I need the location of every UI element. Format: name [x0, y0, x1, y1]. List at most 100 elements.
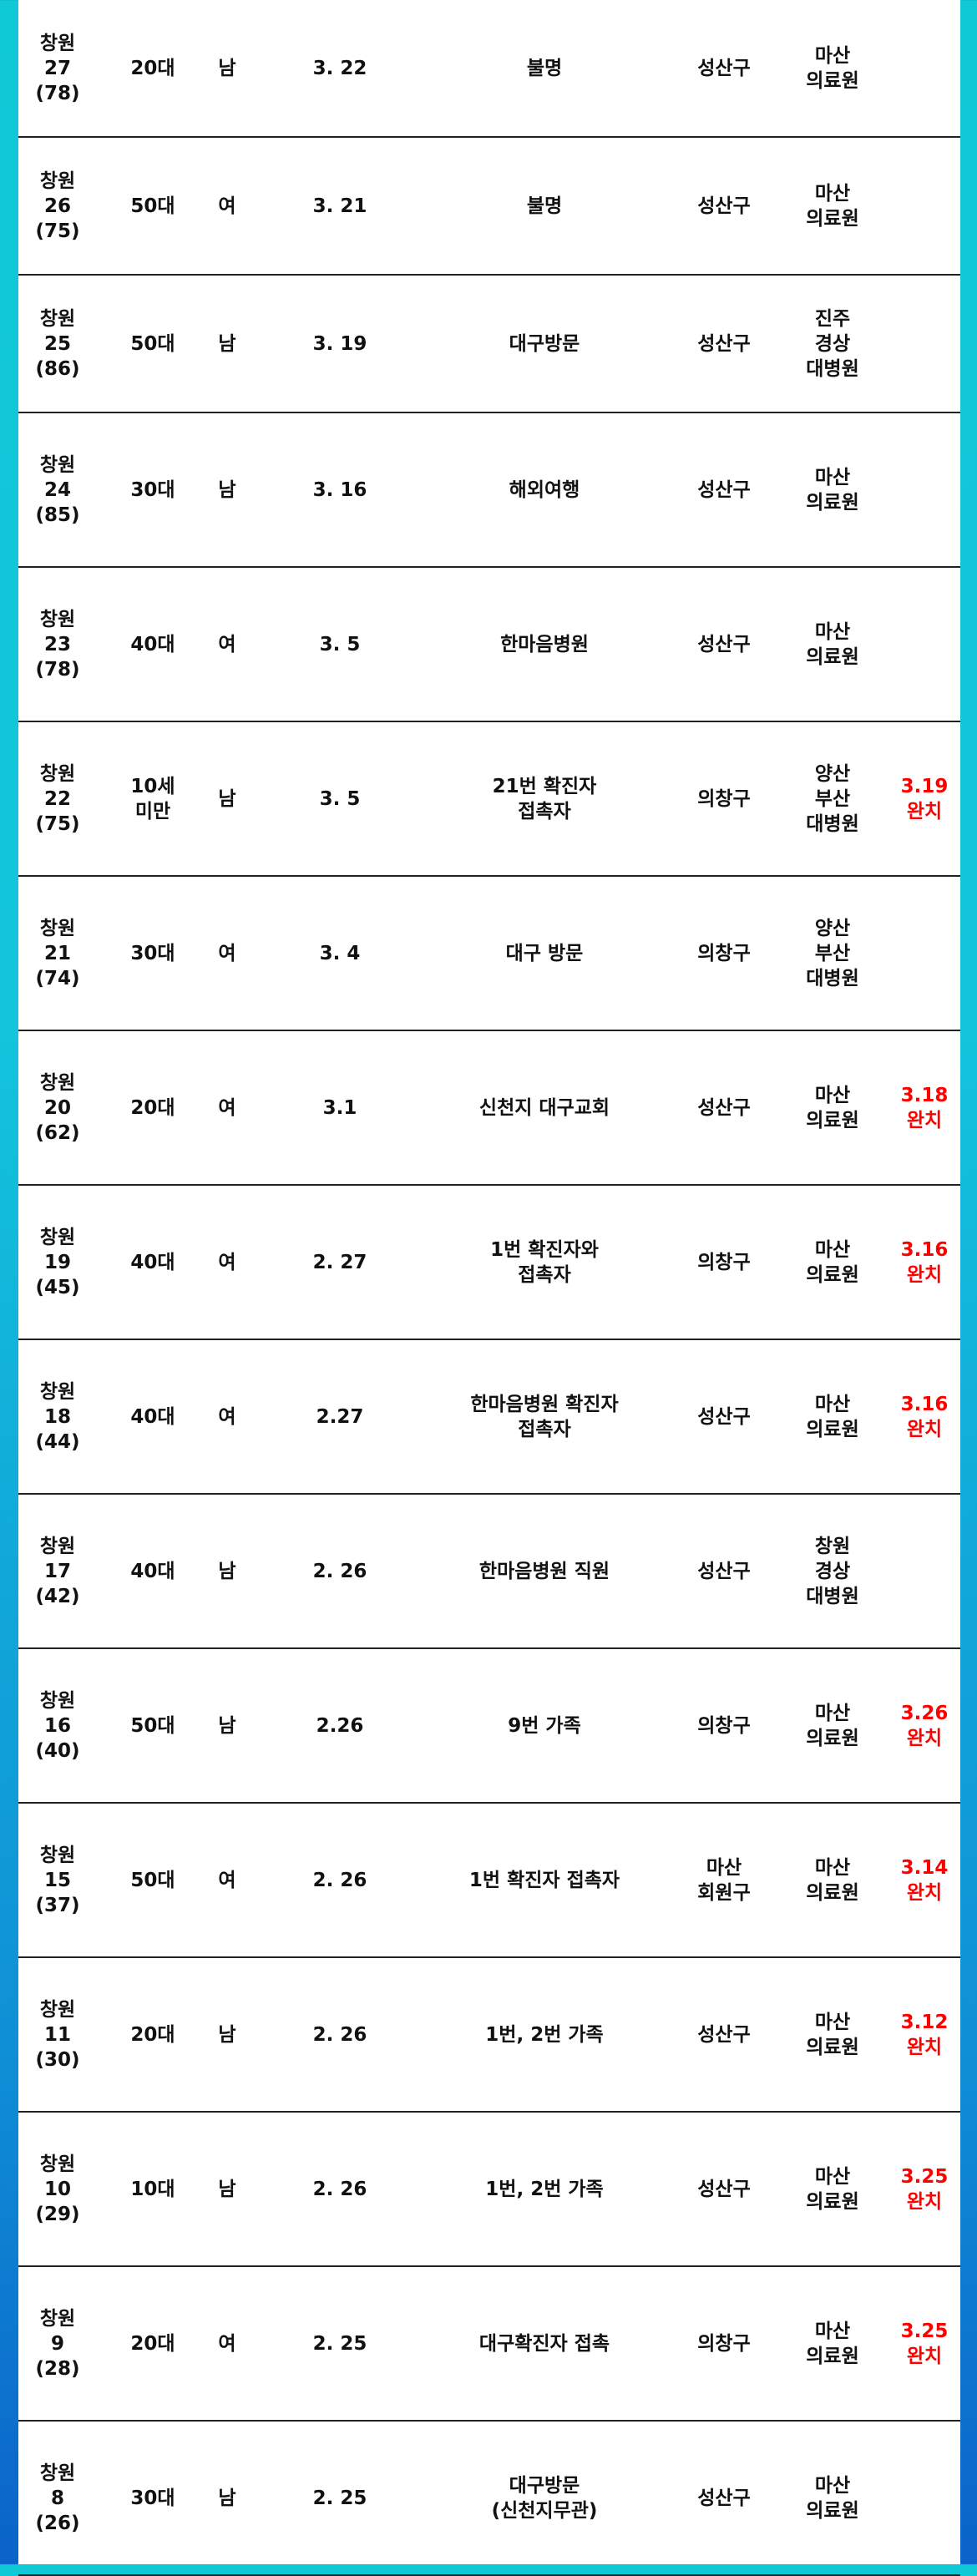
- age-group-cell: 30대: [130, 2487, 175, 2509]
- district-cell: 성산구: [697, 2023, 751, 2046]
- sex-cell: 남: [218, 2487, 236, 2509]
- table-row: 창원 21 (74) 30대 여 3. 4 대구 방문 의창구 양산 부산 대병원: [18, 877, 960, 1031]
- table-row: 창원 22 (75) 10세 미만 남 3. 5 21번 확진자 접촉자 의창구 양산 부산…: [18, 722, 960, 877]
- case-id-cell: 창원 15 (37): [35, 1844, 80, 1916]
- discharge-status-cell: 3.25 완치: [900, 2165, 949, 2213]
- hospital-cell: 마산 의료원: [806, 466, 859, 514]
- table-row: 창원 15 (37) 50대 여 2. 26 1번 확진자 접촉자 마산 회원구 마산 의료…: [18, 1804, 960, 1958]
- age-group-cell: 50대: [130, 1869, 175, 1891]
- hospital-cell: 마산 의료원: [806, 2011, 859, 2058]
- sex-cell: 여: [218, 1096, 236, 1119]
- sex-cell: 남: [218, 332, 236, 355]
- case-table: 창원 27 (78) 20대 남 3. 22 불명 성산구 마산 의료원 창원 26 (75)…: [18, 0, 962, 2576]
- table-row: 창원 11 (30) 20대 남 2. 26 1번, 2번 가족 성산구 마산 의료원 3.1…: [18, 1958, 960, 2113]
- age-group-cell: 40대: [130, 1251, 175, 1273]
- age-group-cell: 30대: [130, 942, 175, 964]
- infection-source-cell: 신천지 대구교회: [478, 1096, 610, 1119]
- discharge-status-cell: 3.16 완치: [900, 1393, 949, 1440]
- hospital-cell: 마산 의료원: [806, 2320, 859, 2367]
- hospital-cell: 마산 의료원: [806, 1856, 859, 1904]
- confirm-date-cell: 2.27: [316, 1405, 364, 1428]
- infection-source-cell: 불명: [526, 195, 563, 217]
- sex-cell: 남: [218, 1560, 236, 1582]
- case-id-cell: 창원 17 (42): [35, 1535, 80, 1607]
- age-group-cell: 50대: [130, 195, 175, 217]
- infection-source-cell: 불명: [526, 57, 563, 79]
- sex-cell: 남: [218, 2023, 236, 2046]
- sex-cell: 남: [218, 57, 236, 79]
- confirm-date-cell: 3. 4: [319, 942, 361, 964]
- age-group-cell: 20대: [130, 2332, 175, 2355]
- infection-source-cell: 1번, 2번 가족: [485, 2178, 604, 2200]
- infection-source-cell: 한마음병원 직원: [478, 1560, 610, 1582]
- case-id-cell: 창원 22 (75): [35, 762, 80, 835]
- hospital-cell: 마산 의료원: [806, 1393, 859, 1440]
- confirm-date-cell: 3. 16: [312, 478, 367, 501]
- sex-cell: 여: [218, 2332, 236, 2355]
- case-id-cell: 창원 16 (40): [35, 1689, 80, 1762]
- infection-source-cell: 1번, 2번 가족: [485, 2023, 604, 2046]
- sex-cell: 여: [218, 1251, 236, 1273]
- sex-cell: 여: [218, 1869, 236, 1891]
- infection-source-cell: 대구 방문: [505, 942, 584, 964]
- confirm-date-cell: 2. 25: [312, 2332, 367, 2355]
- district-cell: 성산구: [697, 1560, 751, 1582]
- table-row: 창원 8 (26) 30대 남 2. 25 대구방문 (신천지무관) 성산구 마산 의료원: [18, 2422, 960, 2576]
- confirm-date-cell: 2. 26: [312, 1869, 367, 1891]
- discharge-status-cell: [887, 0, 962, 136]
- discharge-status-cell: [887, 1495, 962, 1647]
- district-cell: 성산구: [697, 478, 751, 501]
- hospital-cell: 마산 의료원: [806, 1238, 859, 1286]
- age-group-cell: 20대: [130, 2023, 175, 2046]
- hospital-cell: 마산 의료원: [806, 1084, 859, 1131]
- case-id-cell: 창원 10 (29): [35, 2153, 80, 2225]
- confirm-date-cell: 2. 27: [312, 1251, 367, 1273]
- district-cell: 의창구: [697, 1714, 751, 1737]
- table-row: 창원 10 (29) 10대 남 2. 26 1번, 2번 가족 성산구 마산 의료원 3.2…: [18, 2113, 960, 2267]
- district-cell: 의창구: [697, 787, 751, 810]
- infection-source-cell: 21번 확진자 접촉자: [492, 775, 597, 822]
- confirm-date-cell: 2. 26: [312, 1560, 367, 1582]
- sex-cell: 남: [218, 787, 236, 810]
- confirm-date-cell: 3. 19: [312, 332, 367, 355]
- confirm-date-cell: 2. 26: [312, 2178, 367, 2200]
- hospital-cell: 마산 의료원: [806, 1702, 859, 1749]
- age-group-cell: 50대: [130, 332, 175, 355]
- discharge-status-cell: [887, 276, 962, 412]
- table-row: 창원 26 (75) 50대 여 3. 21 불명 성산구 마산 의료원: [18, 138, 960, 276]
- district-cell: 마산 회원구: [697, 1856, 751, 1904]
- case-id-cell: 창원 9 (28): [35, 2307, 80, 2380]
- age-group-cell: 40대: [130, 1405, 175, 1428]
- table-row: 창원 27 (78) 20대 남 3. 22 불명 성산구 마산 의료원: [18, 0, 960, 138]
- hospital-cell: 창원 경상 대병원: [806, 1535, 859, 1607]
- case-id-cell: 창원 19 (45): [35, 1226, 80, 1298]
- hospital-cell: 마산 의료원: [806, 620, 859, 668]
- infection-source-cell: 9번 가족: [508, 1714, 581, 1737]
- discharge-status-cell: [887, 568, 962, 721]
- discharge-status-cell: 3.16 완치: [900, 1238, 949, 1286]
- hospital-cell: 양산 부산 대병원: [806, 917, 859, 989]
- sex-cell: 남: [218, 2178, 236, 2200]
- case-id-cell: 창원 8 (26): [35, 2462, 80, 2534]
- sex-cell: 남: [218, 478, 236, 501]
- confirm-date-cell: 2. 25: [312, 2487, 367, 2509]
- hospital-cell: 진주 경상 대병원: [806, 307, 859, 380]
- age-group-cell: 20대: [130, 1096, 175, 1119]
- district-cell: 성산구: [697, 57, 751, 79]
- confirm-date-cell: 3. 22: [312, 57, 367, 79]
- confirm-date-cell: 3. 5: [319, 633, 361, 655]
- district-cell: 의창구: [697, 2332, 751, 2355]
- table-row: 창원 16 (40) 50대 남 2.26 9번 가족 의창구 마산 의료원 3.26 완치: [18, 1649, 960, 1804]
- table-row: 창원 20 (62) 20대 여 3.1 신천지 대구교회 성산구 마산 의료원 3.18 완…: [18, 1031, 960, 1186]
- case-id-cell: 창원 24 (85): [35, 453, 80, 526]
- discharge-status-cell: 3.12 완치: [900, 2011, 949, 2058]
- infection-source-cell: 해외여행: [509, 478, 580, 501]
- discharge-status-cell: 3.14 완치: [900, 1856, 949, 1904]
- age-group-cell: 40대: [130, 633, 175, 655]
- age-group-cell: 10세 미만: [130, 775, 175, 822]
- confirm-date-cell: 3.1: [322, 1096, 357, 1119]
- table-row: 창원 17 (42) 40대 남 2. 26 한마음병원 직원 성산구 창원 경상 대병원: [18, 1495, 960, 1649]
- district-cell: 성산구: [697, 2178, 751, 2200]
- sex-cell: 여: [218, 942, 236, 964]
- hospital-cell: 마산 의료원: [806, 182, 859, 230]
